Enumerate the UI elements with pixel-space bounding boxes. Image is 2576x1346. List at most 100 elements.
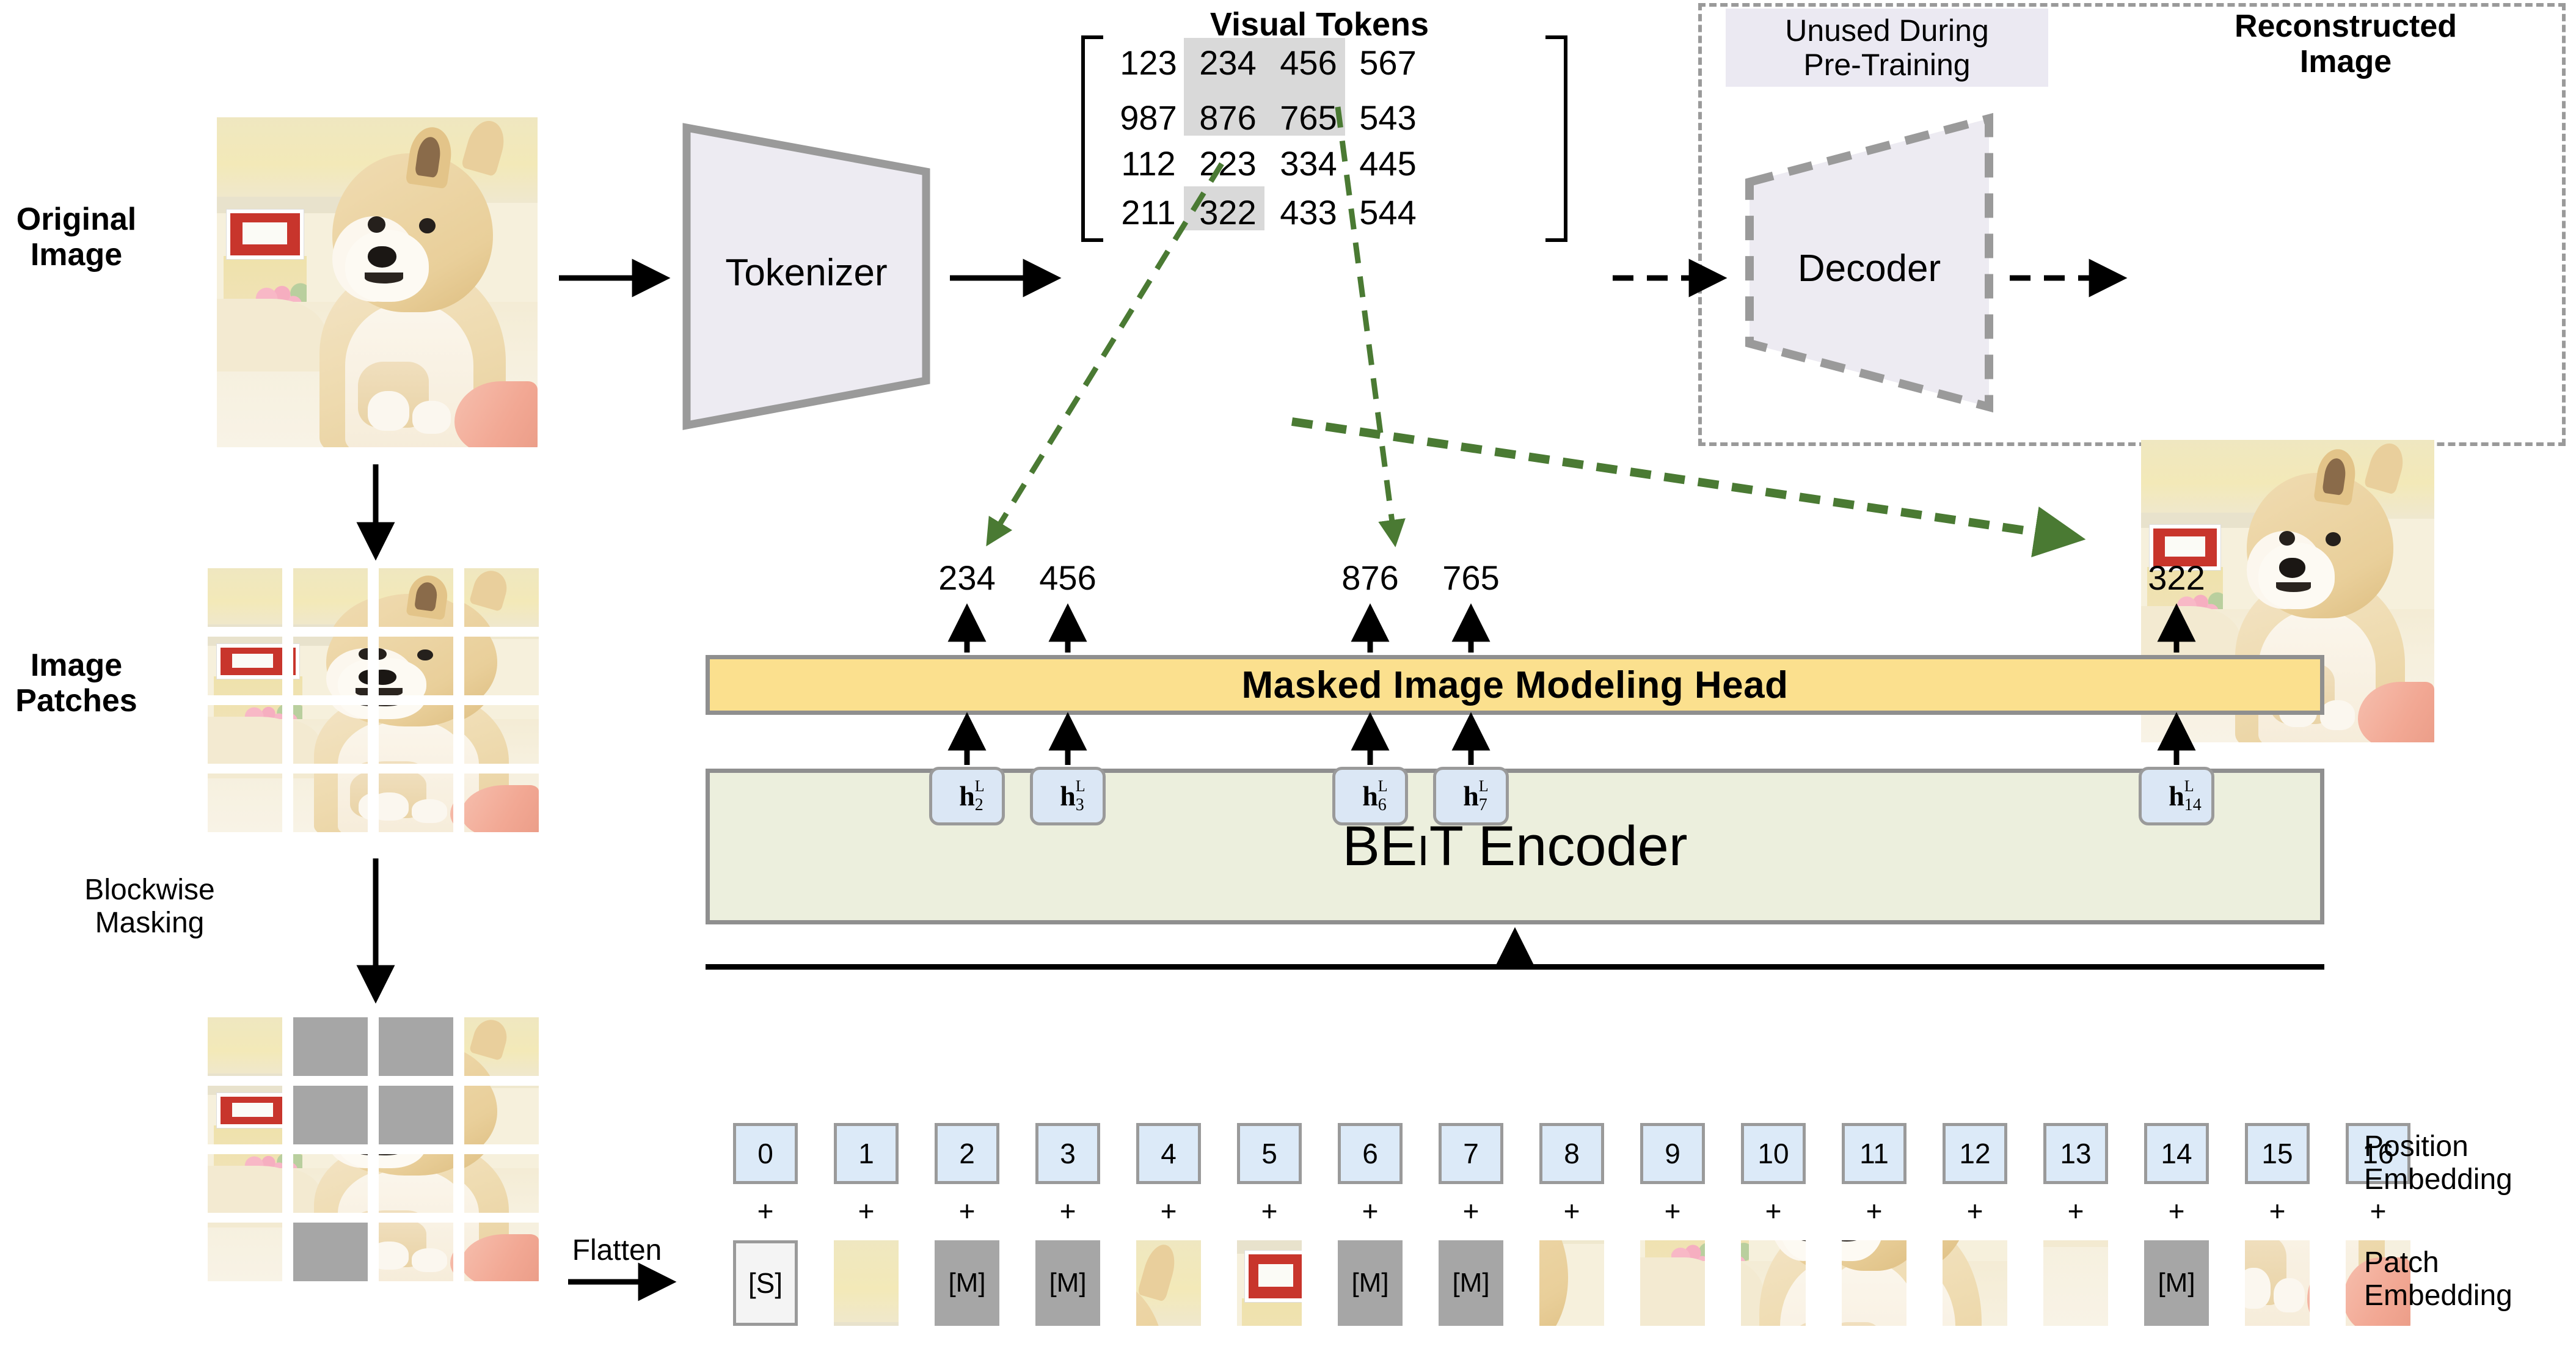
patch-embedding-tile bbox=[1943, 1240, 2007, 1326]
tokenizer-label: Tokenizer bbox=[725, 252, 888, 294]
visual-token-cell: 544 bbox=[1359, 193, 1417, 232]
plus-sign: + bbox=[958, 1195, 976, 1227]
visual-token-cell: 765 bbox=[1280, 98, 1337, 137]
plus-sign: + bbox=[858, 1195, 875, 1227]
image-patch bbox=[464, 637, 539, 695]
image-patch bbox=[379, 1154, 453, 1213]
visual-token-cell: 987 bbox=[1120, 98, 1177, 137]
position-embedding-box: 5 bbox=[1237, 1123, 1302, 1184]
mask-token-label: [M] bbox=[2158, 1268, 2195, 1298]
patch-embedding-tile bbox=[2043, 1240, 2108, 1326]
hidden-state-subscript: 3 bbox=[1075, 796, 1084, 814]
patch-embedding-tile bbox=[1136, 1240, 1201, 1326]
hidden-state-superscript: L bbox=[1478, 777, 1489, 795]
blockwise-masking-label: Blockwise Masking bbox=[84, 874, 215, 939]
masked-patch bbox=[379, 1086, 453, 1144]
visual-token-cell: 223 bbox=[1199, 144, 1257, 183]
plus-sign: + bbox=[1160, 1195, 1177, 1227]
mask-token-box: [M] bbox=[1035, 1240, 1100, 1326]
image-patch bbox=[293, 705, 368, 764]
hidden-state-subscript: 2 bbox=[974, 796, 983, 814]
patch-embedding-tile bbox=[2245, 1240, 2310, 1326]
patch-embedding-tile bbox=[2346, 1240, 2410, 1326]
predicted-token: 765 bbox=[1442, 558, 1500, 597]
plus-sign: + bbox=[2067, 1195, 2084, 1227]
mask-token-box: [M] bbox=[1439, 1240, 1503, 1326]
decoder-trapezoid bbox=[1741, 110, 1998, 415]
patch-embedding-label: Patch Embedding bbox=[2364, 1246, 2512, 1312]
image-patch bbox=[208, 1017, 282, 1076]
mim-head-label: Masked Image Modeling Head bbox=[1241, 664, 1789, 706]
patch-embedding-tile bbox=[1237, 1240, 1302, 1326]
visual-token-cell: 322 bbox=[1199, 193, 1257, 232]
visual-token-cell: 433 bbox=[1280, 193, 1337, 232]
masked-patches-grid bbox=[208, 1017, 550, 1286]
image-patch bbox=[208, 1086, 282, 1144]
hidden-state-subscript: 14 bbox=[2184, 796, 2202, 814]
visual-token-cell: 112 bbox=[1121, 144, 1176, 183]
start-token-box: [S] bbox=[733, 1240, 798, 1326]
unused-during-pretraining-label: Unused During Pre-Training bbox=[1726, 9, 2048, 87]
position-embedding-box: 6 bbox=[1338, 1123, 1403, 1184]
original-image-photo bbox=[217, 117, 538, 447]
image-patch bbox=[293, 1154, 368, 1213]
plus-sign: + bbox=[1563, 1195, 1580, 1227]
original-image-label: Original Image bbox=[16, 202, 137, 273]
matrix-bracket-left bbox=[1081, 35, 1103, 242]
patch-embedding-tile bbox=[834, 1240, 899, 1326]
mask-token-box: [M] bbox=[1338, 1240, 1403, 1326]
image-patch bbox=[379, 1223, 453, 1281]
position-embedding-box: 0 bbox=[733, 1123, 798, 1184]
visual-token-cell: 456 bbox=[1280, 43, 1337, 82]
visual-token-cell: 876 bbox=[1199, 98, 1257, 137]
position-embedding-box: 9 bbox=[1640, 1123, 1705, 1184]
image-patch bbox=[379, 774, 453, 832]
masked-image-modeling-head: Masked Image Modeling Head bbox=[706, 655, 2324, 715]
predicted-token: 456 bbox=[1039, 558, 1096, 597]
position-embedding-box: 13 bbox=[2043, 1123, 2108, 1184]
position-embeddings-row: 0 1 2 3 4 5 6 7 8 9 10 11 12 13 14 15 16 bbox=[0, 1123, 2576, 1187]
patch-embeddings-row: [S] [M] [M] [M] [M] [M] bbox=[0, 1240, 2576, 1332]
position-embedding-box: 3 bbox=[1035, 1123, 1100, 1184]
plus-sign: + bbox=[1866, 1195, 1883, 1227]
reconstructed-image-label: Reconstructed Image bbox=[2234, 9, 2457, 80]
visual-token-cell: 123 bbox=[1120, 43, 1177, 82]
plus-sign: + bbox=[1462, 1195, 1480, 1227]
image-patch bbox=[208, 705, 282, 764]
position-embedding-box: 7 bbox=[1439, 1123, 1503, 1184]
image-patches-grid bbox=[208, 568, 550, 837]
plus-sign: + bbox=[1261, 1195, 1278, 1227]
image-patch bbox=[293, 774, 368, 832]
image-patch bbox=[293, 637, 368, 695]
image-patch bbox=[208, 774, 282, 832]
mask-token-box: [M] bbox=[935, 1240, 999, 1326]
visual-token-cell: 543 bbox=[1359, 98, 1417, 137]
position-embedding-box: 8 bbox=[1539, 1123, 1604, 1184]
flatten-label: Flatten bbox=[572, 1234, 662, 1267]
plus-sign: + bbox=[1059, 1195, 1076, 1227]
position-embedding-box: 4 bbox=[1136, 1123, 1201, 1184]
visual-tokens-matrix: 123 234 456 567 987 876 765 543 112 223 334 445 211 3… bbox=[1075, 35, 1582, 242]
position-embedding-box: 1 bbox=[834, 1123, 899, 1184]
position-embedding-label: Position Embedding bbox=[2364, 1130, 2512, 1196]
image-patch bbox=[464, 774, 539, 832]
hidden-state-superscript: L bbox=[974, 777, 985, 795]
mask-token-label: [M] bbox=[1049, 1268, 1087, 1298]
hidden-states-row: h L 2 h L 3 h L 6 h L 7 h L 14 bbox=[0, 767, 2576, 828]
beit-encoder-label: BEIT Encoder bbox=[1342, 815, 1688, 877]
hidden-state-superscript: L bbox=[2184, 777, 2194, 795]
patch-embedding-tile bbox=[1539, 1240, 1604, 1326]
decoder-label: Decoder bbox=[1797, 247, 1941, 290]
mask-token-box: [M] bbox=[2144, 1240, 2209, 1326]
image-patch bbox=[379, 705, 453, 764]
image-patches-label: Image Patches bbox=[15, 648, 137, 719]
image-patch bbox=[464, 1223, 539, 1281]
